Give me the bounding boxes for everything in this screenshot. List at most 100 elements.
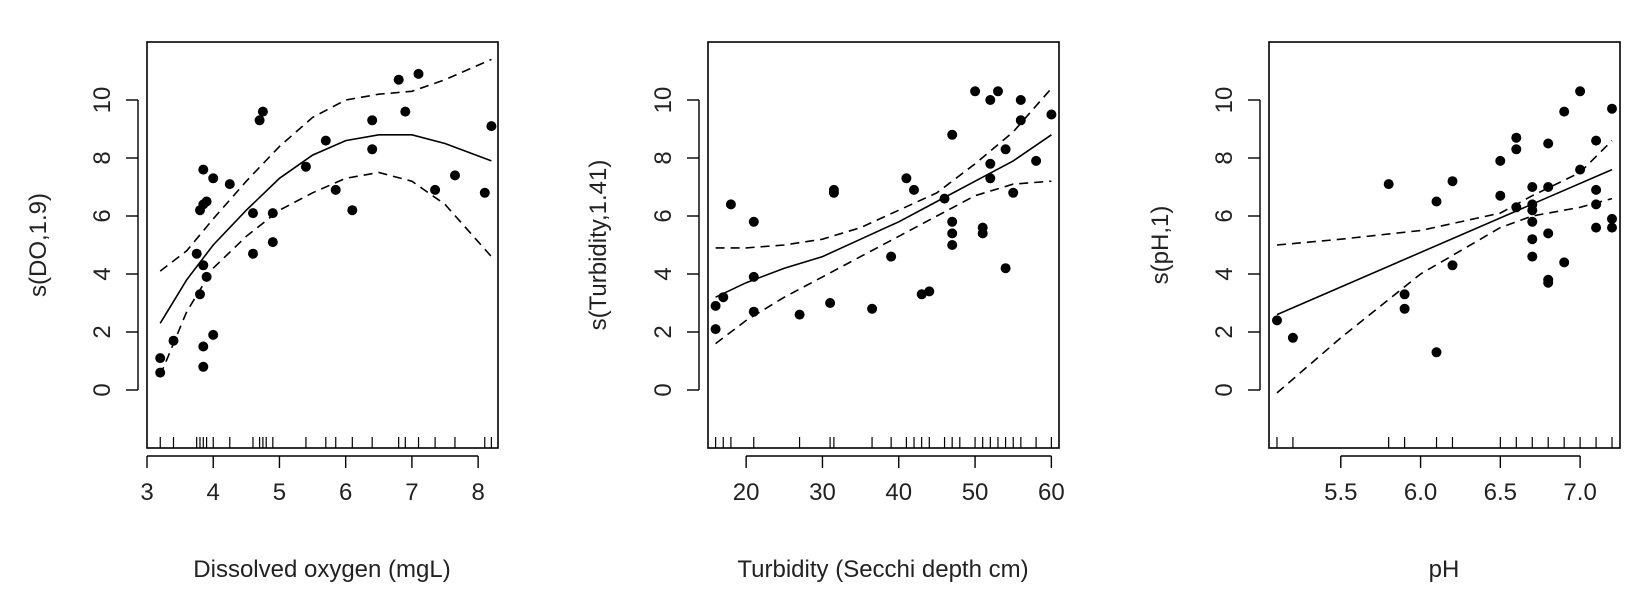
- data-point: [1031, 155, 1042, 166]
- data-point: [1607, 213, 1617, 224]
- plot-frame: [1268, 41, 1621, 449]
- data-point: [198, 341, 209, 352]
- axis-ticks: 20 30 40 50 60 0 2 4 6 8 10: [650, 87, 1065, 506]
- data-point: [198, 260, 209, 271]
- y-tick-label: 0: [89, 383, 116, 396]
- data-point: [947, 216, 958, 227]
- y-tick-label: 6: [650, 209, 677, 222]
- data-point: [198, 361, 209, 372]
- smooth-fit-line: [715, 134, 1052, 298]
- data-point: [901, 173, 912, 184]
- lower-ci-line: [159, 171, 492, 376]
- data-point: [1543, 277, 1554, 288]
- x-axis-label: Dissolved oxygen (mgL): [193, 556, 450, 583]
- data-point: [1008, 187, 1019, 198]
- data-point: [198, 164, 209, 175]
- data-point: [208, 329, 219, 340]
- data-point: [393, 74, 404, 85]
- plot-frame: [707, 41, 1060, 449]
- data-point: [1527, 234, 1538, 245]
- data-point: [947, 228, 958, 239]
- data-point: [985, 95, 996, 105]
- x-tick-label: 6: [339, 479, 352, 506]
- lower-ci-line: [1276, 197, 1613, 394]
- data-point: [985, 158, 996, 169]
- data-point: [828, 184, 839, 195]
- data-point: [1607, 222, 1617, 233]
- data-point: [257, 106, 268, 117]
- data-point: [479, 187, 490, 198]
- x-tick-label: 30: [809, 479, 836, 506]
- data-point: [970, 86, 981, 97]
- x-tick-label: 5.5: [1324, 479, 1357, 506]
- upper-ci-line: [159, 58, 492, 272]
- data-point: [430, 184, 441, 195]
- data-point: [1591, 184, 1602, 195]
- data-point: [330, 184, 341, 195]
- y-tick-label: 8: [650, 151, 677, 164]
- smooth-lines: [715, 87, 1053, 345]
- y-axis-label: s(DO,1.9): [25, 193, 52, 297]
- data-point: [248, 208, 258, 219]
- data-point: [486, 121, 497, 132]
- x-tick-label: 7: [405, 479, 418, 506]
- y-tick-label: 8: [1211, 151, 1238, 164]
- data-point: [1015, 115, 1026, 126]
- x-tick-label: 20: [733, 479, 760, 506]
- data-point: [1591, 199, 1602, 210]
- data-point: [748, 216, 759, 227]
- data-point: [916, 289, 927, 300]
- x-tick-label: 3: [140, 479, 153, 506]
- data-point: [718, 292, 729, 303]
- data-point: [947, 129, 958, 140]
- data-point: [1399, 289, 1410, 300]
- y-axis-label: s(pH,1): [1147, 206, 1174, 285]
- data-point: [168, 335, 179, 346]
- panel-ph: pH s(pH,1) 5.5 6.0 6.5 7.0 0 2 4 6 8 10: [1147, 41, 1621, 583]
- smooth-fit-line: [1276, 168, 1613, 316]
- y-tick-label: 10: [650, 87, 677, 114]
- data-point: [748, 271, 759, 282]
- data-point: [947, 240, 958, 250]
- data-point: [201, 271, 212, 282]
- data-point: [977, 228, 988, 239]
- data-point: [909, 184, 919, 195]
- y-tick-label: 6: [1211, 209, 1238, 222]
- data-point: [155, 367, 166, 378]
- y-tick-label: 6: [89, 209, 116, 222]
- data-point: [367, 115, 378, 126]
- data-point: [1575, 164, 1586, 175]
- data-point: [267, 208, 278, 219]
- x-tick-label: 60: [1038, 479, 1065, 506]
- data-point: [985, 173, 996, 184]
- data-points: [1272, 86, 1617, 358]
- data-point: [1046, 109, 1057, 120]
- data-point: [208, 173, 219, 184]
- data-point: [191, 248, 202, 259]
- y-tick-label: 0: [650, 383, 677, 396]
- data-point: [1511, 132, 1522, 143]
- data-point: [1495, 155, 1506, 166]
- data-point: [413, 68, 424, 79]
- data-point: [1591, 222, 1602, 233]
- data-point: [1511, 144, 1522, 155]
- data-point: [725, 199, 736, 210]
- x-tick-label: 8: [471, 479, 484, 506]
- data-point: [1527, 182, 1538, 192]
- data-point: [1575, 86, 1586, 97]
- y-tick-label: 8: [89, 151, 116, 164]
- rug-marks: [715, 437, 1052, 448]
- data-point: [267, 237, 278, 248]
- data-point: [1543, 228, 1554, 239]
- data-point: [1000, 144, 1011, 155]
- x-tick-label: 5: [273, 479, 286, 506]
- x-tick-label: 6.0: [1404, 479, 1437, 506]
- panel-turbidity: Turbidity (Secchi depth cm) s(Turbidity,…: [585, 41, 1065, 583]
- data-point: [1495, 190, 1506, 201]
- data-point: [867, 303, 878, 314]
- data-point: [1559, 106, 1570, 117]
- data-point: [400, 106, 411, 117]
- data-points: [155, 68, 497, 378]
- x-axis-label: pH: [1429, 556, 1460, 583]
- y-tick-label: 4: [650, 267, 677, 280]
